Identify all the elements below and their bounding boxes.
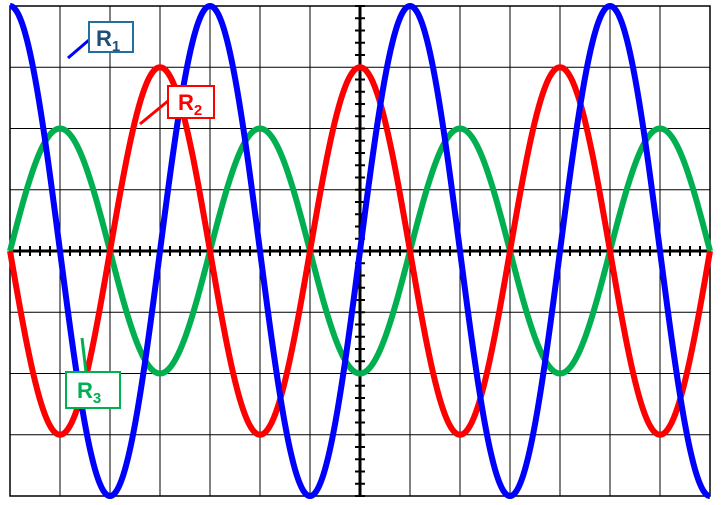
r1-leader-line	[67, 38, 90, 60]
r3-label-sub: 3	[93, 390, 101, 407]
r3-label-main: R	[77, 378, 93, 403]
series-r1-line	[8, 3, 712, 499]
svg-text:R3: R3	[77, 378, 101, 407]
r3-leader-line	[80, 337, 88, 373]
r2-label-main: R	[178, 90, 194, 115]
waveforms	[7, 3, 713, 499]
svg-text:R2: R2	[178, 90, 202, 119]
r1-label-sub: 1	[112, 38, 120, 55]
r1-label-main: R	[96, 26, 112, 51]
r1-label: R1	[88, 21, 134, 55]
r3-label: R3	[65, 371, 121, 409]
r2-leader-line	[139, 99, 169, 126]
svg-text:R1: R1	[96, 26, 120, 55]
series-r3-line	[7, 125, 713, 377]
r2-label-sub: 2	[194, 102, 202, 119]
r2-label: R2	[167, 85, 215, 119]
series-r2-line	[7, 64, 713, 438]
